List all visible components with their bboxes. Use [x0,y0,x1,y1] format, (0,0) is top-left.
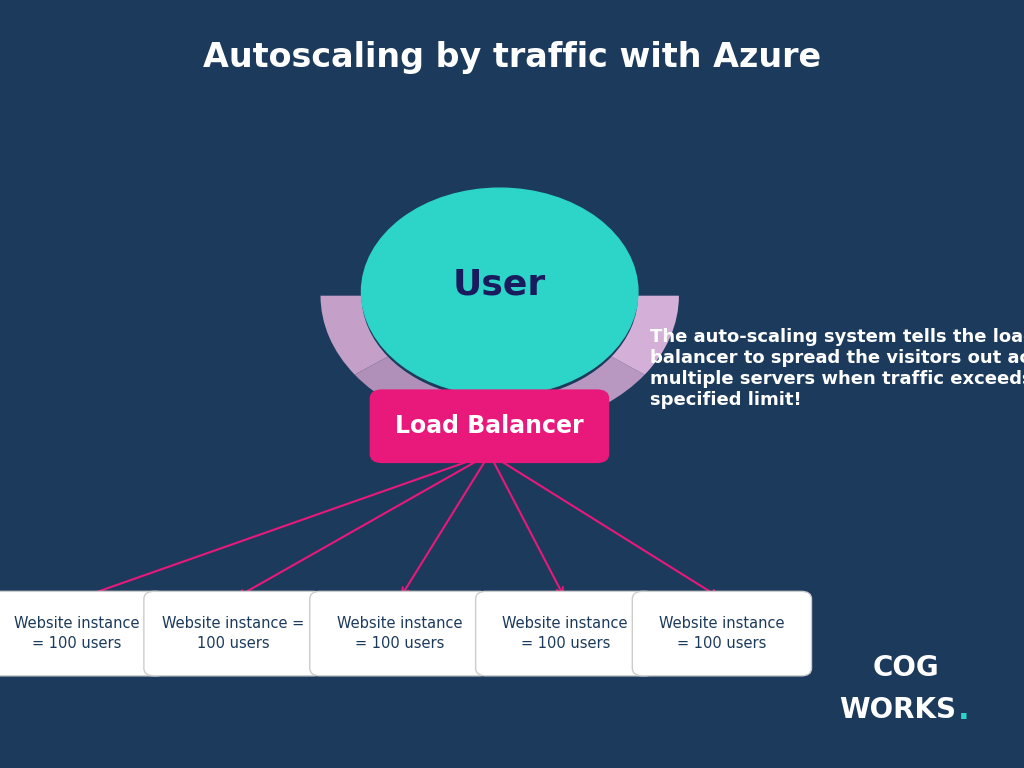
Text: User: User [453,267,547,301]
Text: Website instance =
100 users: Website instance = 100 users [163,616,304,651]
Text: Website instance
= 100 users: Website instance = 100 users [659,616,784,651]
Text: .: . [957,696,970,725]
FancyBboxPatch shape [632,591,811,676]
Text: Load Balancer: Load Balancer [395,414,584,439]
Text: COG: COG [872,654,940,682]
Text: WORKS: WORKS [840,697,956,724]
Text: Website instance
= 100 users: Website instance = 100 users [14,616,139,651]
FancyBboxPatch shape [0,591,166,676]
FancyBboxPatch shape [143,591,324,676]
Wedge shape [444,394,555,430]
Wedge shape [543,356,645,423]
FancyBboxPatch shape [370,389,609,463]
Text: Autoscaling by traffic with Azure: Autoscaling by traffic with Azure [203,41,821,74]
Text: Website instance
= 100 users: Website instance = 100 users [503,616,628,651]
FancyBboxPatch shape [309,591,489,676]
Wedge shape [611,296,679,375]
Circle shape [361,188,638,396]
Wedge shape [354,356,457,423]
Wedge shape [321,296,388,375]
Text: Website instance
= 100 users: Website instance = 100 users [337,616,462,651]
FancyBboxPatch shape [475,591,655,676]
Text: The auto-scaling system tells the load
balancer to spread the visitors out acros: The auto-scaling system tells the load b… [650,329,1024,409]
